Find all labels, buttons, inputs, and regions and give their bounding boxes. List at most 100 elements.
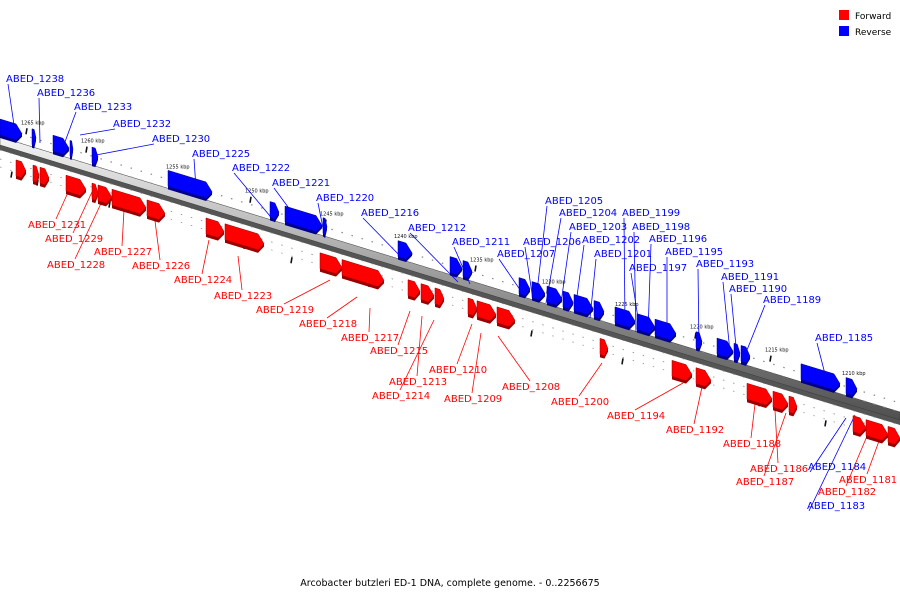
leader-line <box>399 319 435 391</box>
figure-caption: Arcobacter butzleri ED-1 DNA, complete g… <box>300 578 600 589</box>
forward-gene-3-shadow <box>66 189 86 199</box>
gene-label-reverse: ABED_1203 <box>569 222 627 233</box>
leader-line <box>38 97 41 144</box>
forward-gene-15 <box>467 297 478 319</box>
reverse-gene-23-body <box>733 342 741 361</box>
forward-gene-0-shadow <box>16 170 26 181</box>
reverse-gene-2 <box>52 134 70 158</box>
scale-tick <box>621 358 624 365</box>
reverse-gene-25-shadow <box>801 379 840 393</box>
scale-tick <box>249 196 252 203</box>
forward-gene-17 <box>496 306 516 330</box>
scale-tick <box>290 257 293 264</box>
reverse-gene-21-body <box>695 331 703 349</box>
gene-label-forward: ABED_1217 <box>341 333 399 344</box>
reverse-gene-22-shadow <box>717 350 733 361</box>
gene-label-forward: ABED_1186 <box>750 464 808 475</box>
forward-gene-16 <box>476 300 497 324</box>
forward-gene-7 <box>146 199 166 223</box>
reverse-gene-9 <box>397 240 413 263</box>
reverse-gene-10-body <box>449 256 463 275</box>
reverse-gene-22 <box>716 337 734 361</box>
gene-label-reverse: ABED_1201 <box>594 249 652 260</box>
scale-tick <box>108 201 111 208</box>
forward-gene-20-shadow <box>696 380 711 390</box>
reverse-gene-25-body <box>800 363 841 391</box>
gene-label-forward: ABED_1215 <box>370 346 428 357</box>
gene-label-reverse: ABED_1197 <box>629 263 687 274</box>
reverse-gene-24-body <box>740 345 751 364</box>
forward-gene-25-body <box>865 419 889 441</box>
gene-label-forward: ABED_1229 <box>45 234 103 245</box>
gene-label-forward: ABED_1194 <box>607 411 665 422</box>
forward-gene-14-shadow <box>435 298 444 309</box>
reverse-gene-19-body <box>636 313 656 334</box>
gene-label-forward: ABED_1181 <box>839 475 897 486</box>
gene-label-reverse: ABED_1184 <box>808 462 866 473</box>
reverse-gene-4-shadow <box>92 156 98 168</box>
reverse-gene-5 <box>167 169 213 201</box>
forward-gene-11-body <box>341 259 385 287</box>
forward-gene-4-shadow <box>92 192 98 204</box>
gene-label-reverse: ABED_1233 <box>74 102 132 113</box>
forward-gene-10-body <box>319 252 343 274</box>
gene-label-reverse: ABED_1236 <box>37 88 95 99</box>
reverse-gene-8 <box>322 217 328 238</box>
reverse-gene-5-shadow <box>168 186 212 201</box>
forward-gene-18-body <box>599 337 609 356</box>
forward-gene-24-body <box>852 415 867 435</box>
leader-line <box>722 281 731 353</box>
forward-gene-19 <box>671 359 693 384</box>
reverse-gene-22-body <box>716 337 734 358</box>
reverse-gene-1-shadow <box>32 138 36 149</box>
gene-label-forward: ABED_1192 <box>666 425 724 436</box>
forward-gene-5-shadow <box>98 197 112 207</box>
forward-gene-21-body <box>746 382 773 406</box>
scale-tick <box>824 420 827 427</box>
leader-line <box>623 217 626 326</box>
legend-forward-swatch <box>839 10 849 20</box>
gene-label-reverse: ABED_1202 <box>582 235 640 246</box>
forward-gene-26-shadow <box>888 438 900 448</box>
legend-forward-label: Forward <box>855 12 891 22</box>
gene-label-forward: ABED_1213 <box>389 377 447 388</box>
leader-line <box>633 231 637 333</box>
forward-gene-26 <box>887 425 900 448</box>
forward-gene-6-body <box>111 188 147 215</box>
gene-label-forward: ABED_1224 <box>174 275 232 286</box>
gene-label-reverse: ABED_1232 <box>113 119 171 130</box>
reverse-gene-6-body <box>269 201 280 220</box>
forward-gene-15-shadow <box>468 308 477 319</box>
reverse-gene-14-shadow <box>547 298 562 308</box>
reverse-gene-12-body <box>518 277 531 296</box>
leader-line <box>121 209 125 247</box>
reverse-gene-21 <box>695 331 703 352</box>
forward-gene-18 <box>599 337 609 359</box>
forward-gene-11-shadow <box>342 275 384 290</box>
reverse-gene-6 <box>269 201 280 223</box>
scale-tick-label: 1240 kbp <box>394 234 418 240</box>
forward-gene-10-shadow <box>320 267 342 277</box>
forward-gene-14 <box>434 287 445 309</box>
gene-label-forward: ABED_1231 <box>28 220 86 231</box>
forward-gene-7-body <box>146 199 166 220</box>
leader-line <box>397 310 411 346</box>
reverse-gene-23-shadow <box>734 353 740 364</box>
forward-gene-9 <box>224 223 265 253</box>
reverse-gene-14 <box>546 285 563 308</box>
scale-tick-label: 1255 kbp <box>166 165 190 171</box>
reverse-gene-3-shadow <box>70 149 73 160</box>
reverse-gene-17 <box>593 300 605 322</box>
forward-gene-8 <box>205 217 225 241</box>
forward-gene-1 <box>32 164 40 186</box>
forward-gene-2-shadow <box>40 177 49 188</box>
leader-line <box>693 386 703 425</box>
reverse-gene-10-shadow <box>450 268 462 278</box>
reverse-gene-26-shadow <box>846 388 857 399</box>
reverse-gene-0-body <box>0 118 23 141</box>
forward-gene-21 <box>746 382 773 409</box>
reverse-gene-0-shadow <box>0 133 22 143</box>
leader-line <box>634 382 684 411</box>
scale-tick-label: 1245 kbp <box>320 212 344 218</box>
